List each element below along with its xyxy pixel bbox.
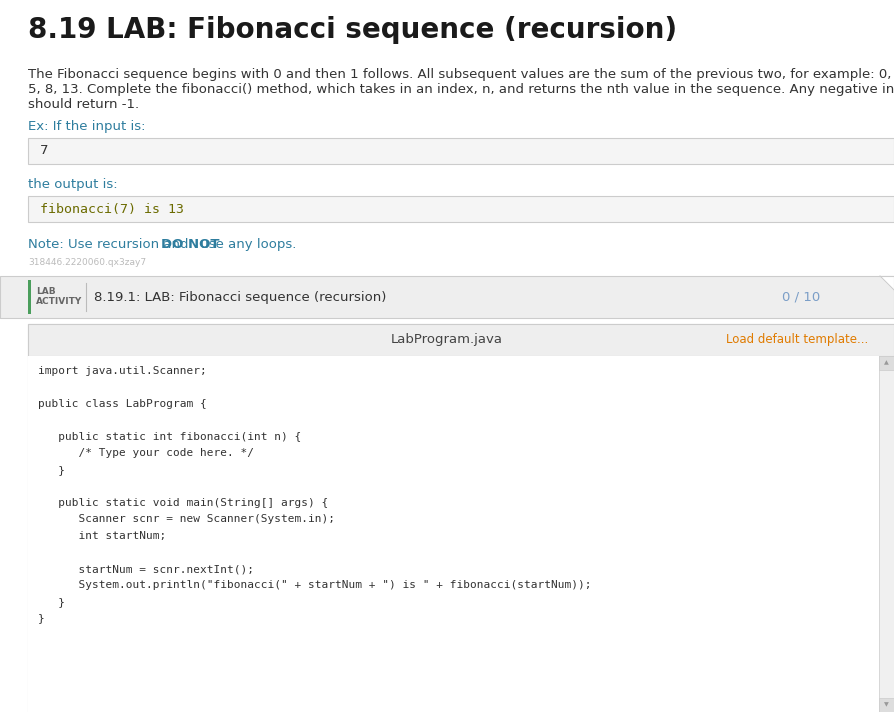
Text: import java.util.Scanner;: import java.util.Scanner; bbox=[38, 366, 207, 376]
FancyBboxPatch shape bbox=[879, 356, 894, 370]
Text: The Fibonacci sequence begins with 0 and then 1 follows. All subsequent values a: The Fibonacci sequence begins with 0 and… bbox=[28, 68, 894, 81]
Text: Load default template...: Load default template... bbox=[726, 333, 868, 347]
FancyBboxPatch shape bbox=[28, 356, 879, 712]
FancyBboxPatch shape bbox=[28, 280, 31, 314]
FancyBboxPatch shape bbox=[879, 356, 894, 712]
Text: should return -1.: should return -1. bbox=[28, 98, 139, 111]
Text: Ex: If the input is:: Ex: If the input is: bbox=[28, 120, 146, 133]
Text: }: } bbox=[38, 597, 65, 607]
Text: }: } bbox=[38, 465, 65, 475]
Text: LabProgram.java: LabProgram.java bbox=[391, 333, 503, 347]
Text: ▼: ▼ bbox=[884, 703, 889, 708]
Text: Note: Use recursion and: Note: Use recursion and bbox=[28, 238, 193, 251]
Text: 7: 7 bbox=[40, 145, 48, 157]
FancyBboxPatch shape bbox=[879, 698, 894, 712]
Text: ▲: ▲ bbox=[884, 360, 889, 365]
Text: Scanner scnr = new Scanner(System.in);: Scanner scnr = new Scanner(System.in); bbox=[38, 515, 335, 525]
Text: public static int fibonacci(int n) {: public static int fibonacci(int n) { bbox=[38, 432, 301, 442]
FancyBboxPatch shape bbox=[28, 324, 894, 712]
Text: startNum = scnr.nextInt();: startNum = scnr.nextInt(); bbox=[38, 564, 254, 574]
Polygon shape bbox=[880, 276, 894, 290]
Text: 8.19.1: LAB: Fibonacci sequence (recursion): 8.19.1: LAB: Fibonacci sequence (recursi… bbox=[94, 290, 386, 303]
FancyBboxPatch shape bbox=[28, 196, 894, 222]
Text: LAB: LAB bbox=[36, 287, 55, 296]
Text: System.out.println("fibonacci(" + startNum + ") is " + fibonacci(startNum));: System.out.println("fibonacci(" + startN… bbox=[38, 580, 592, 590]
Text: ACTIVITY: ACTIVITY bbox=[36, 297, 82, 306]
Text: the output is:: the output is: bbox=[28, 178, 118, 191]
FancyBboxPatch shape bbox=[0, 276, 894, 318]
Text: public class LabProgram {: public class LabProgram { bbox=[38, 399, 207, 409]
FancyBboxPatch shape bbox=[28, 324, 894, 356]
Text: 318446.2220060.qx3zay7: 318446.2220060.qx3zay7 bbox=[28, 258, 146, 267]
Text: DO NOT: DO NOT bbox=[161, 238, 220, 251]
Text: use any loops.: use any loops. bbox=[196, 238, 297, 251]
Text: /* Type your code here. */: /* Type your code here. */ bbox=[38, 449, 254, 459]
Text: }: } bbox=[38, 614, 45, 624]
Text: fibonacci(7) is 13: fibonacci(7) is 13 bbox=[40, 202, 184, 216]
Text: public static void main(String[] args) {: public static void main(String[] args) { bbox=[38, 498, 328, 508]
Text: 5, 8, 13. Complete the fibonacci() method, which takes in an index, n, and retur: 5, 8, 13. Complete the fibonacci() metho… bbox=[28, 83, 894, 96]
Text: 8.19 LAB: Fibonacci sequence (recursion): 8.19 LAB: Fibonacci sequence (recursion) bbox=[28, 16, 677, 44]
FancyBboxPatch shape bbox=[28, 138, 894, 164]
Text: int startNum;: int startNum; bbox=[38, 531, 166, 541]
Text: 0 / 10: 0 / 10 bbox=[781, 290, 820, 303]
